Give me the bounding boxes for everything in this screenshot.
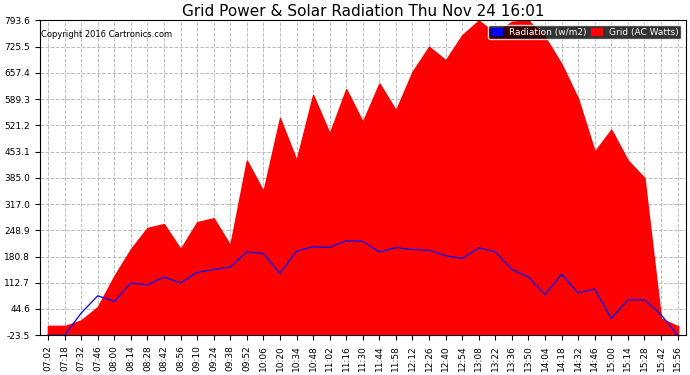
Legend: Radiation (w/m2), Grid (AC Watts): Radiation (w/m2), Grid (AC Watts): [488, 25, 681, 39]
Title: Grid Power & Solar Radiation Thu Nov 24 16:01: Grid Power & Solar Radiation Thu Nov 24 …: [181, 4, 544, 19]
Text: Copyright 2016 Cartronics.com: Copyright 2016 Cartronics.com: [41, 30, 172, 39]
